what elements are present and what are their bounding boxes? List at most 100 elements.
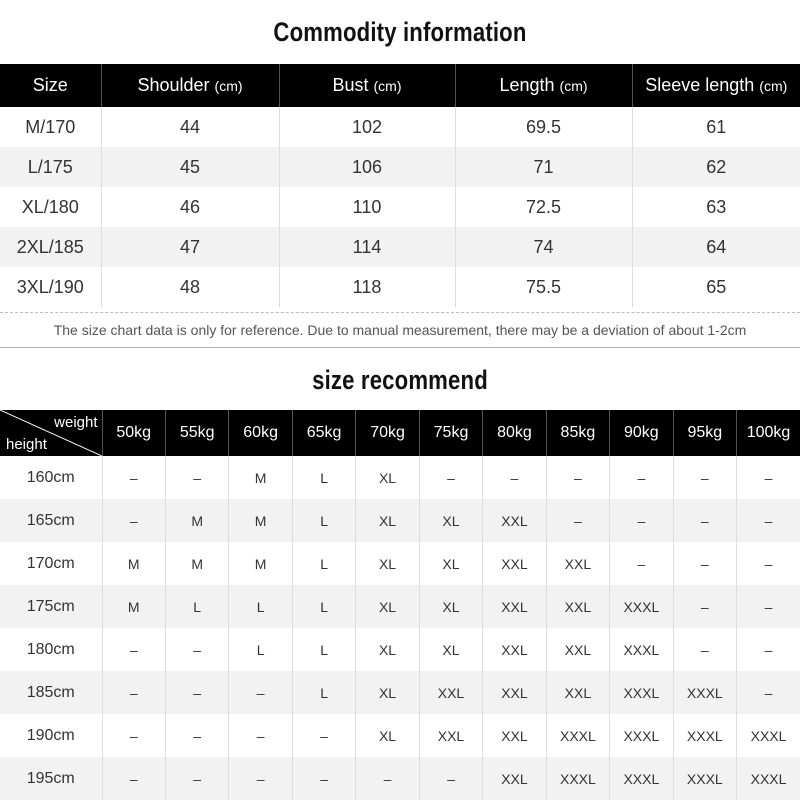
recommended-size-cell: XL: [418, 628, 483, 671]
recommended-size-cell: –: [101, 714, 166, 757]
recommended-size-cell: –: [164, 456, 229, 499]
recommended-size-cell: XL: [355, 456, 420, 499]
table-row: 190cm – – – – XL XXL XXL XXXL XXXL XXXL XXXL: [0, 714, 800, 757]
height-cell: 195cm: [0, 757, 102, 800]
column-header-unit: (cm): [759, 78, 788, 94]
size-cell: XL/180: [0, 187, 101, 227]
recommended-size-cell: M: [101, 542, 166, 585]
recommended-size-cell: L: [228, 628, 293, 671]
height-cell: 160cm: [0, 456, 102, 499]
recommended-size-cell: XL: [355, 628, 420, 671]
measurement-cell: 62: [631, 147, 800, 187]
recommended-size-cell: M: [101, 585, 166, 628]
column-header: Bust (cm): [278, 64, 455, 107]
measurement-cell: 65: [631, 267, 800, 307]
measurement-cell: 72.5: [454, 187, 632, 227]
recommended-size-cell: L: [291, 671, 356, 714]
column-header: Sleeve length (cm): [631, 64, 800, 107]
measurement-cell: 75.5: [454, 267, 632, 307]
commodity-size-table: Size Shoulder (cm) Bust (cm) Length (cm) Sle…: [0, 64, 800, 307]
table-row: L/175 45 106 71 62: [0, 147, 800, 187]
size-recommend-table: weight height 50kg 55kg 60kg 65kg 70kg 75kg 80…: [0, 410, 800, 800]
height-cell: 165cm: [0, 499, 102, 542]
recommended-size-cell: XXXL: [609, 628, 674, 671]
measurement-cell: 46: [100, 187, 279, 227]
recommended-size-cell: XXL: [545, 585, 610, 628]
measurement-cell: 106: [278, 147, 455, 187]
weight-header: 95kg: [672, 410, 737, 456]
height-cell: 190cm: [0, 714, 102, 757]
recommended-size-cell: XXXL: [672, 714, 737, 757]
recommended-size-cell: L: [291, 628, 356, 671]
recommended-size-cell: M: [228, 456, 293, 499]
measurement-cell: 74: [454, 227, 632, 267]
commodity-title: Commodity information: [273, 17, 527, 47]
recommended-size-cell: –: [609, 499, 674, 542]
recommended-size-cell: XXL: [482, 542, 547, 585]
measurement-cell: 102: [278, 107, 455, 147]
corner-weight-label: weight: [54, 414, 98, 431]
recommended-size-cell: –: [736, 499, 800, 542]
table-row: 195cm – – – – – – XXL XXXL XXXL XXXL XXXL: [0, 757, 800, 800]
recommended-size-cell: XXXL: [609, 714, 674, 757]
column-header-label: Sleeve length: [645, 75, 755, 95]
recommended-size-cell: M: [228, 499, 293, 542]
recommended-size-cell: –: [672, 628, 737, 671]
measurement-cell: 48: [100, 267, 279, 307]
corner-height-label: height: [6, 436, 47, 453]
recommended-size-cell: XXXL: [672, 671, 737, 714]
measurement-cell: 71: [454, 147, 632, 187]
measurement-cell: 63: [631, 187, 800, 227]
recommended-size-cell: XL: [355, 714, 420, 757]
height-cell: 175cm: [0, 585, 102, 628]
recommended-size-cell: –: [545, 456, 610, 499]
recommended-size-cell: –: [355, 757, 420, 800]
recommended-size-cell: XXL: [482, 499, 547, 542]
recommended-size-cell: –: [672, 499, 737, 542]
recommended-size-cell: L: [291, 499, 356, 542]
size-cell: 3XL/190: [0, 267, 101, 307]
weight-header: 75kg: [418, 410, 483, 456]
column-header: Size: [0, 64, 101, 107]
recommended-size-cell: –: [672, 456, 737, 499]
measurement-cell: 64: [631, 227, 800, 267]
recommended-size-cell: XL: [418, 499, 483, 542]
weight-header: 85kg: [545, 410, 610, 456]
column-header: Shoulder (cm): [100, 64, 279, 107]
commodity-header-row: Size Shoulder (cm) Bust (cm) Length (cm) Sle…: [0, 64, 800, 107]
table-row: M/170 44 102 69.5 61: [0, 107, 800, 147]
recommended-size-cell: XXXL: [609, 757, 674, 800]
height-cell: 170cm: [0, 542, 102, 585]
weight-header: 80kg: [482, 410, 547, 456]
recommended-size-cell: –: [164, 714, 229, 757]
recommended-size-cell: –: [736, 456, 800, 499]
recommended-size-cell: –: [228, 714, 293, 757]
recommended-size-cell: –: [736, 542, 800, 585]
recommended-size-cell: XXXL: [609, 671, 674, 714]
height-cell: 185cm: [0, 671, 102, 714]
table-row: 3XL/190 48 118 75.5 65: [0, 267, 800, 307]
recommended-size-cell: L: [291, 585, 356, 628]
column-header-unit: (cm): [373, 78, 402, 94]
recommended-size-cell: –: [736, 585, 800, 628]
recommended-size-cell: –: [101, 499, 166, 542]
recommended-size-cell: XXL: [482, 671, 547, 714]
measurement-cell: 69.5: [454, 107, 632, 147]
recommended-size-cell: XXL: [418, 714, 483, 757]
table-row: 165cm – M M L XL XL XXL – – – –: [0, 499, 800, 542]
column-header: Length (cm): [454, 64, 632, 107]
recommended-size-cell: –: [736, 628, 800, 671]
corner-diagonal-line: [0, 410, 102, 456]
recommended-size-cell: –: [736, 671, 800, 714]
recommended-size-cell: –: [228, 757, 293, 800]
measurement-cell: 110: [278, 187, 455, 227]
recommended-size-cell: L: [291, 542, 356, 585]
weight-header: 60kg: [228, 410, 293, 456]
recommend-title: size recommend: [312, 365, 488, 395]
recommended-size-cell: –: [101, 757, 166, 800]
table-row: XL/180 46 110 72.5 63: [0, 187, 800, 227]
measurement-cell: 44: [100, 107, 279, 147]
size-chart-note: The size chart data is only for referenc…: [0, 312, 800, 348]
weight-header: 50kg: [101, 410, 166, 456]
table-row: 175cm M L L L XL XL XXL XXL XXXL – –: [0, 585, 800, 628]
